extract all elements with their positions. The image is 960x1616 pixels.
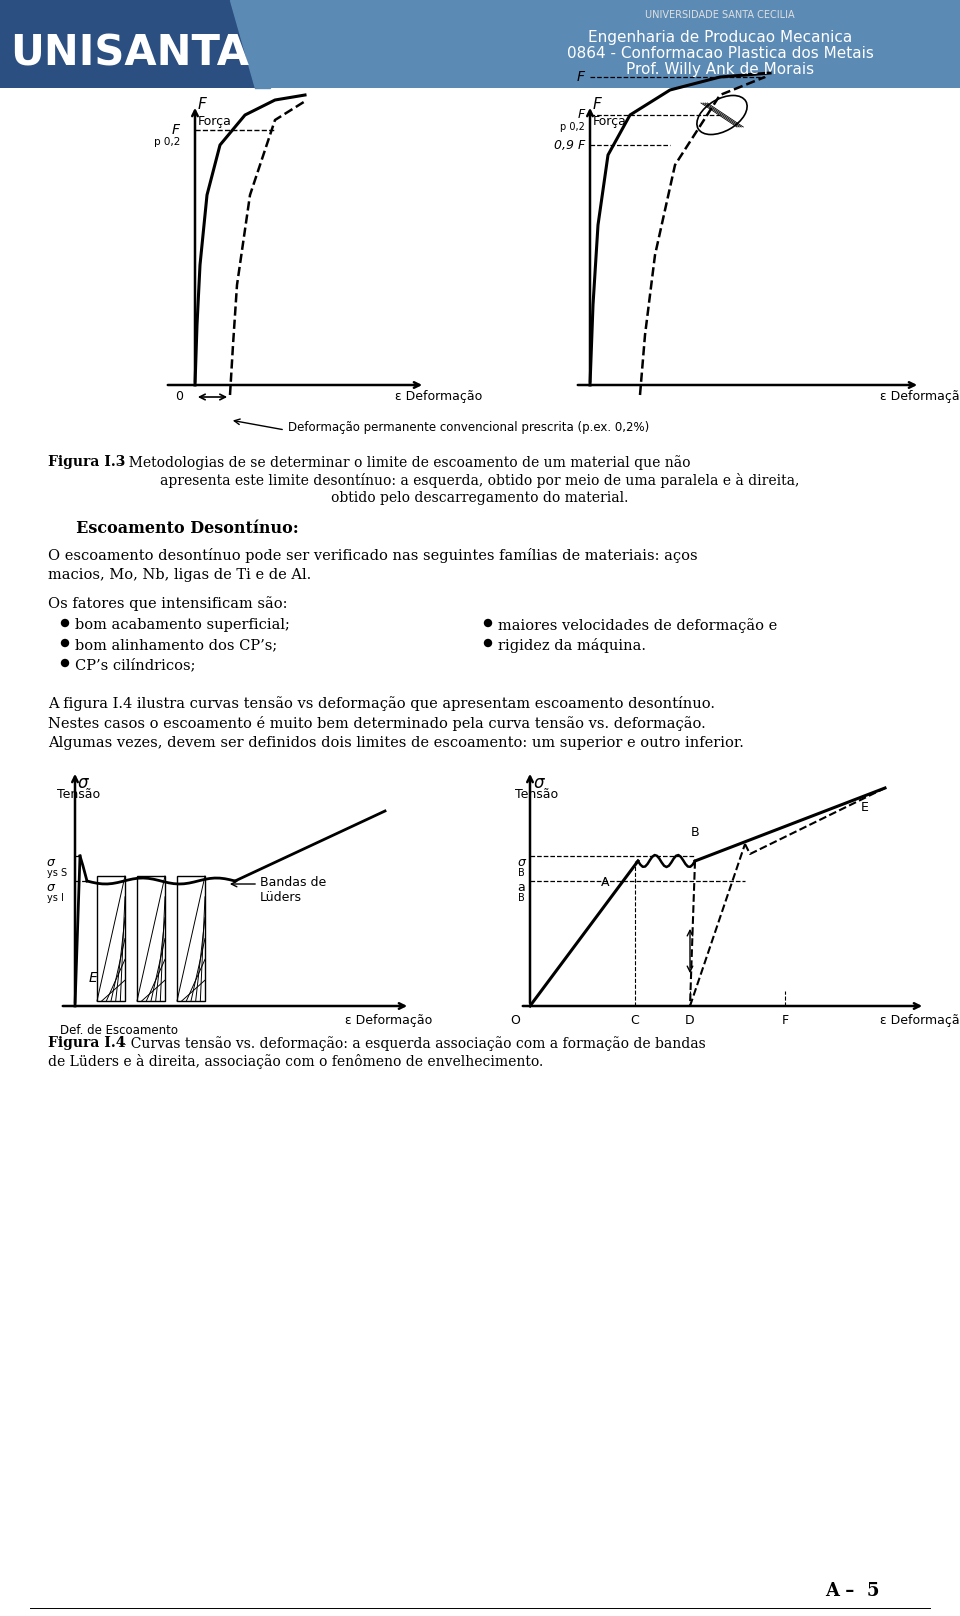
- Text: E: E: [89, 971, 98, 986]
- Text: obtido pelo descarregamento do material.: obtido pelo descarregamento do material.: [331, 491, 629, 504]
- Bar: [0, 0, 255, 87]
- Circle shape: [485, 640, 492, 646]
- Text: apresenta este limite desontínuo: a esquerda, obtido por meio de uma paralela e : apresenta este limite desontínuo: a esqu…: [160, 473, 800, 488]
- Text: de Lüders e à direita, associação com o fenômeno de envelhecimento.: de Lüders e à direita, associação com o …: [48, 1054, 543, 1070]
- Text: Nestes casos o escoamento é muito bem determinado pela curva tensão vs. deformaç: Nestes casos o escoamento é muito bem de…: [48, 716, 706, 730]
- Text: p 0,2: p 0,2: [154, 137, 180, 147]
- Text: E: E: [861, 802, 869, 814]
- Text: Bandas de: Bandas de: [260, 876, 326, 889]
- Text: maiores velocidades de deformação e: maiores velocidades de deformação e: [498, 617, 778, 633]
- Text: B: B: [690, 826, 699, 839]
- Text: Figura I.4: Figura I.4: [48, 1036, 126, 1050]
- Text: rigidez da máquina.: rigidez da máquina.: [498, 638, 646, 653]
- Text: σ: σ: [533, 774, 543, 792]
- Text: ys S: ys S: [47, 868, 67, 877]
- Polygon shape: [230, 0, 270, 87]
- Text: A –  5: A – 5: [826, 1582, 880, 1600]
- Text: – Curvas tensão vs. deformação: a esquerda associação com a formação de bandas: – Curvas tensão vs. deformação: a esquer…: [115, 1036, 706, 1050]
- Circle shape: [61, 619, 68, 627]
- Text: ys I: ys I: [47, 894, 64, 903]
- Text: C: C: [631, 1013, 639, 1028]
- Text: ε Deformação: ε Deformação: [395, 389, 482, 402]
- Text: 0864 - Conformacao Plastica dos Metais: 0864 - Conformacao Plastica dos Metais: [566, 45, 874, 61]
- Text: F: F: [578, 108, 585, 121]
- Text: bom acabamento superficial;: bom acabamento superficial;: [75, 617, 290, 632]
- Text: Def. de Escoamento: Def. de Escoamento: [60, 1025, 178, 1037]
- Text: Lüders: Lüders: [260, 890, 302, 903]
- Text: macios, Mo, Nb, ligas de Ti e de Al.: macios, Mo, Nb, ligas de Ti e de Al.: [48, 567, 311, 582]
- Text: A: A: [601, 876, 610, 889]
- Text: Tensão: Tensão: [515, 789, 558, 802]
- Bar: [177, 876, 205, 1000]
- Text: F: F: [577, 69, 585, 84]
- Text: p 0,2: p 0,2: [560, 121, 585, 133]
- Text: F: F: [198, 97, 206, 112]
- Text: Força: Força: [198, 115, 232, 128]
- Text: Força: Força: [593, 115, 627, 128]
- Text: Tensão: Tensão: [57, 789, 100, 802]
- Text: σ: σ: [47, 881, 55, 894]
- Text: Figura I.3: Figura I.3: [48, 456, 126, 469]
- Text: UNISANTA: UNISANTA: [10, 32, 249, 74]
- Text: Os fatores que intensificam são:: Os fatores que intensificam são:: [48, 596, 287, 611]
- Text: ε Deformação: ε Deformação: [345, 1013, 432, 1028]
- Text: σ: σ: [77, 774, 87, 792]
- Text: σ: σ: [517, 856, 525, 869]
- Bar: [97, 876, 125, 1000]
- Circle shape: [61, 640, 68, 646]
- Text: F: F: [172, 123, 180, 137]
- Bar: [0, 0, 960, 87]
- Text: a: a: [517, 881, 525, 894]
- Text: Prof. Willy Ank de Morais: Prof. Willy Ank de Morais: [626, 61, 814, 78]
- Text: F: F: [593, 97, 602, 112]
- Text: UNIVERSIDADE SANTA CECILIA: UNIVERSIDADE SANTA CECILIA: [645, 10, 795, 19]
- Text: ε Deformação: ε Deformação: [880, 389, 960, 402]
- Text: F: F: [781, 1013, 788, 1028]
- Text: O: O: [510, 1013, 520, 1028]
- Text: Deformação permanente convencional prescrita (p.ex. 0,2%): Deformação permanente convencional presc…: [288, 420, 649, 433]
- Circle shape: [61, 659, 68, 666]
- Text: Escoamento Desontínuo:: Escoamento Desontínuo:: [48, 520, 299, 537]
- Text: ε Deformação: ε Deformação: [880, 1013, 960, 1028]
- Text: Engenharia de Producao Mecanica: Engenharia de Producao Mecanica: [588, 31, 852, 45]
- Text: bom alinhamento dos CP’s;: bom alinhamento dos CP’s;: [75, 638, 277, 651]
- Text: B: B: [518, 868, 525, 877]
- Text: CP’s cilíndricos;: CP’s cilíndricos;: [75, 658, 196, 672]
- Text: 0,9 F: 0,9 F: [554, 139, 585, 152]
- Text: A figura I.4 ilustra curvas tensão vs deformação que apresentam escoamento deson: A figura I.4 ilustra curvas tensão vs de…: [48, 696, 715, 711]
- Text: O escoamento desontínuo pode ser verificado nas seguintes famílias de materiais:: O escoamento desontínuo pode ser verific…: [48, 548, 698, 562]
- Text: D: D: [685, 1013, 695, 1028]
- Text: σ: σ: [47, 856, 55, 869]
- Text: B: B: [518, 894, 525, 903]
- Circle shape: [485, 619, 492, 627]
- Bar: [137, 876, 165, 1000]
- Text: 0: 0: [175, 389, 183, 402]
- Text: – Metodologias de se determinar o limite de escoamento de um material que não: – Metodologias de se determinar o limite…: [113, 456, 690, 470]
- Text: Algumas vezes, devem ser definidos dois limites de escoamento: um superior e out: Algumas vezes, devem ser definidos dois …: [48, 735, 744, 750]
